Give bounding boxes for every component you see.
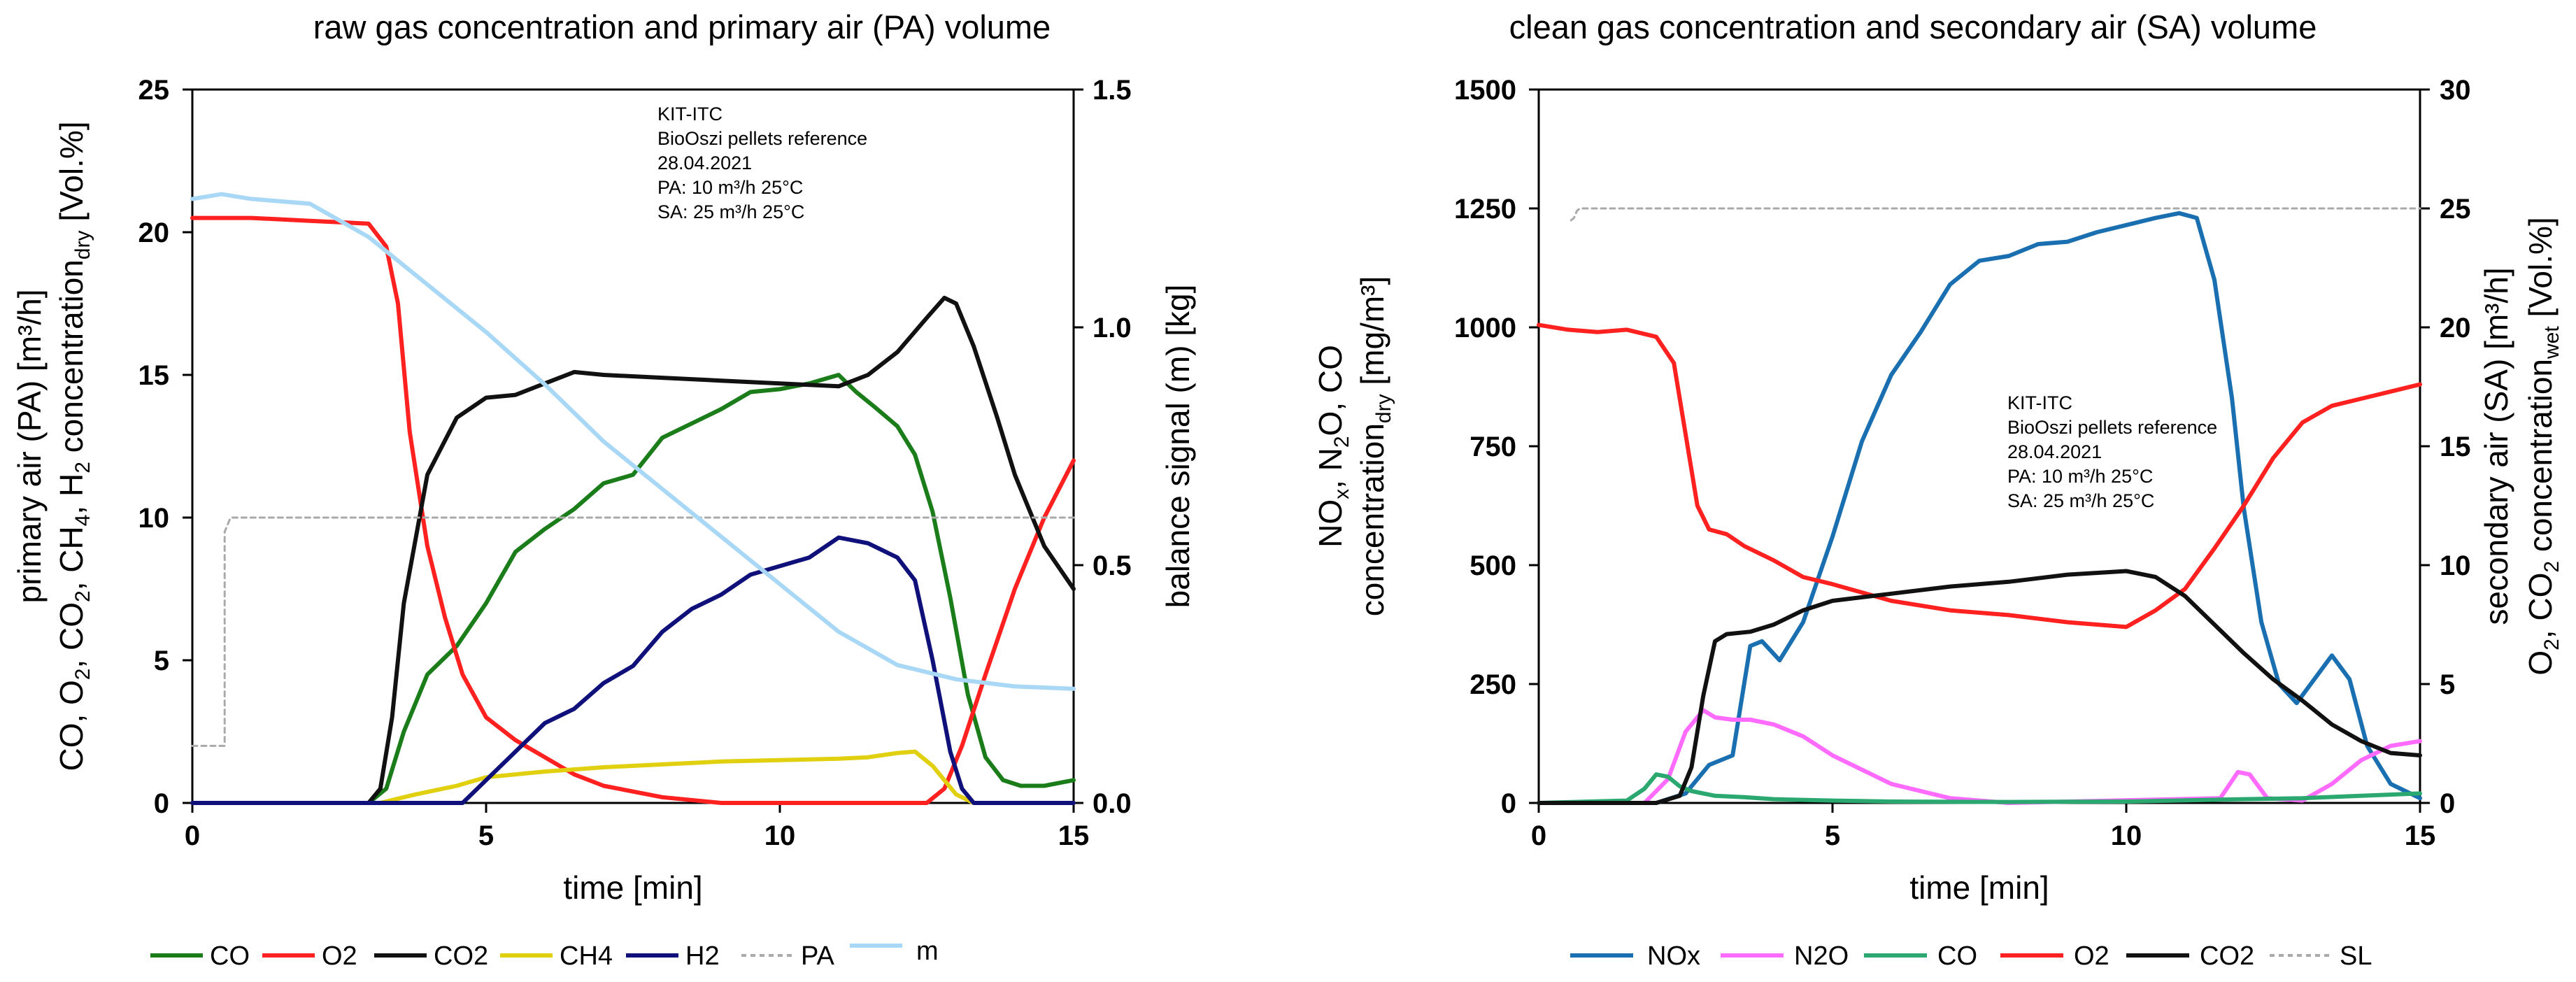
legend-label-co2: CO2 <box>434 941 488 971</box>
chart-left-xtick-label: 5 <box>478 820 494 851</box>
chart-left-ytick-label: 15 <box>138 360 170 391</box>
chart-right-xtick-label: 5 <box>1825 820 1840 851</box>
annotation-line: BioOszi pellets reference <box>657 128 867 149</box>
chart-right-right-y-ticks: 0 5 10 15 20 25 30 <box>2440 75 2471 819</box>
series-line-ch4 <box>190 749 1076 805</box>
series-line-o2 <box>1537 322 2422 629</box>
legend-label-sl: SL <box>2340 941 2372 971</box>
chart-left: raw gas concentration and primary air (P… <box>11 8 1196 971</box>
chart-right-y-ticks: 0 250 500 750 1000 1250 1500 <box>1454 75 1516 819</box>
chart-right-xtick-label: 0 <box>1531 820 1546 851</box>
annotation-line: PA: 10 m³/h 25°C <box>657 177 803 198</box>
chart-right-title: clean gas concentration and secondary ai… <box>1509 8 2317 45</box>
legend-label-co2: CO2 <box>2200 941 2254 971</box>
chart-right-ytick-label: 250 <box>1470 669 1516 700</box>
chart-right-right-ytick-label: 5 <box>2440 669 2455 700</box>
chart-right-right-ytick-label: 10 <box>2440 550 2471 581</box>
annotation-line: BioOszi pellets reference <box>2007 417 2217 438</box>
legend-label-n2o: N2O <box>1794 941 1849 971</box>
chart-left-right-ytick-label: 0.0 <box>1093 788 1132 819</box>
legend-label-o2: O2 <box>322 941 357 971</box>
annotation-line: KIT-ITC <box>2007 392 2072 413</box>
series-line-co <box>190 373 1076 805</box>
chart-right-series-layer <box>1529 88 2430 813</box>
chart-right-legend: NOx N2O CO O2 CO2 SL <box>1570 941 2372 971</box>
chart-left-right-ytick-label: 0.5 <box>1093 550 1132 581</box>
series-line-sl <box>1570 207 2421 222</box>
chart-right-ytick-label: 750 <box>1470 432 1516 462</box>
chart-left-x-axis-label: time [min] <box>563 869 702 906</box>
chart-right-ytick-label: 1250 <box>1454 194 1516 225</box>
chart-left-legend: CO O2 CO2 CH4 H2 PA m <box>150 937 939 971</box>
series-line-pa <box>191 516 1075 747</box>
chart-right-right-ytick-label: 25 <box>2440 194 2471 225</box>
chart-right-right-ytick-label: 20 <box>2440 313 2471 343</box>
chart-right-y-axis-label-line2: concentrationdry [mg/m³] <box>1354 276 1395 617</box>
legend-label-h2: H2 <box>685 941 720 971</box>
chart-left-x-ticks: 0 5 10 15 <box>185 820 1089 851</box>
chart-left-ytick-label: 0 <box>154 788 169 819</box>
chart-left-right-y-ticks: 0.0 0.5 1.0 1.5 <box>1093 75 1132 819</box>
chart-left-annotation: KIT-ITC BioOszi pellets reference 28.04.… <box>657 104 867 222</box>
series-line-co <box>1537 772 2422 805</box>
chart-right-right-ytick-label: 15 <box>2440 432 2471 462</box>
chart-left-y-ticks: 0 5 10 15 20 25 <box>138 75 170 819</box>
chart-right-right-y-axis-label-line1: secondary air (SA) [m³/h] <box>2478 267 2514 625</box>
legend-label-nox: NOx <box>1647 941 1700 971</box>
chart-right-x-axis-label: time [min] <box>1909 869 2049 906</box>
chart-left-y-axis-label-line1: primary air (PA) [m³/h] <box>11 290 48 604</box>
chart-right: clean gas concentration and secondary ai… <box>1312 8 2563 971</box>
series-line-h2 <box>190 535 1076 805</box>
series-line-co2 <box>1537 569 2422 805</box>
chart-left-right-ytick-label: 1.0 <box>1093 313 1132 343</box>
chart-right-right-ytick-label: 0 <box>2440 788 2455 819</box>
chart-right-right-y-axis-label-line2: O2, CO2 concentrationwet [Vol.%] <box>2522 217 2563 675</box>
series-line-n2o <box>1537 708 2422 805</box>
legend-label-co: CO <box>210 941 250 971</box>
chart-right-annotation: KIT-ITC BioOszi pellets reference 28.04.… <box>2007 392 2217 511</box>
chart-left-right-y-axis-label: balance signal (m) [kg] <box>1160 285 1196 609</box>
chart-right-ytick-label: 1500 <box>1454 75 1516 106</box>
series-line-m <box>190 192 1076 691</box>
chart-left-title: raw gas concentration and primary air (P… <box>313 8 1051 45</box>
annotation-line: KIT-ITC <box>657 104 723 124</box>
chart-left-ytick-label: 5 <box>154 646 169 676</box>
chart-left-plot-frame <box>191 88 1075 804</box>
legend-label-m: m <box>916 937 939 966</box>
chart-left-y-axis-label-line2: CO, O2, CO2, CH4, H2 concentrationdry [V… <box>53 121 94 771</box>
chart-left-right-ytick-label: 1.5 <box>1093 75 1132 106</box>
annotation-line: PA: 10 m³/h 25°C <box>2007 466 2153 487</box>
legend-label-co: CO <box>1937 941 1977 971</box>
annotation-line: 28.04.2021 <box>657 152 752 173</box>
series-line-nox <box>1537 211 2422 805</box>
chart-right-right-ytick-label: 30 <box>2440 75 2471 106</box>
chart-right-ytick-label: 0 <box>1501 788 1516 819</box>
legend-label-ch4: CH4 <box>560 941 613 971</box>
series-line-co2 <box>190 295 1076 805</box>
annotation-line: SA: 25 m³/h 25°C <box>657 201 804 222</box>
chart-left-series-layer <box>183 88 1083 813</box>
chart-right-ytick-label: 1000 <box>1454 313 1516 343</box>
chart-right-x-ticks: 0 5 10 15 <box>1531 820 2435 851</box>
chart-left-ytick-label: 10 <box>138 503 170 534</box>
legend-label-o2: O2 <box>2074 941 2109 971</box>
chart-right-ytick-label: 500 <box>1470 550 1516 581</box>
chart-left-xtick-label: 10 <box>764 820 796 851</box>
chart-right-xtick-label: 10 <box>2111 820 2142 851</box>
chart-left-ytick-label: 25 <box>138 75 170 106</box>
chart-right-xtick-label: 15 <box>2405 820 2436 851</box>
annotation-line: SA: 25 m³/h 25°C <box>2007 490 2154 511</box>
annotation-line: 28.04.2021 <box>2007 441 2102 462</box>
chart-right-y-axis-label-line1: NOx, N2O, CO <box>1312 345 1353 548</box>
series-line-o2 <box>190 215 1076 805</box>
chart-left-xtick-label: 15 <box>1058 820 1090 851</box>
legend-label-pa: PA <box>801 941 835 971</box>
chart-left-ytick-label: 20 <box>138 218 170 248</box>
chart-left-xtick-label: 0 <box>185 820 200 851</box>
